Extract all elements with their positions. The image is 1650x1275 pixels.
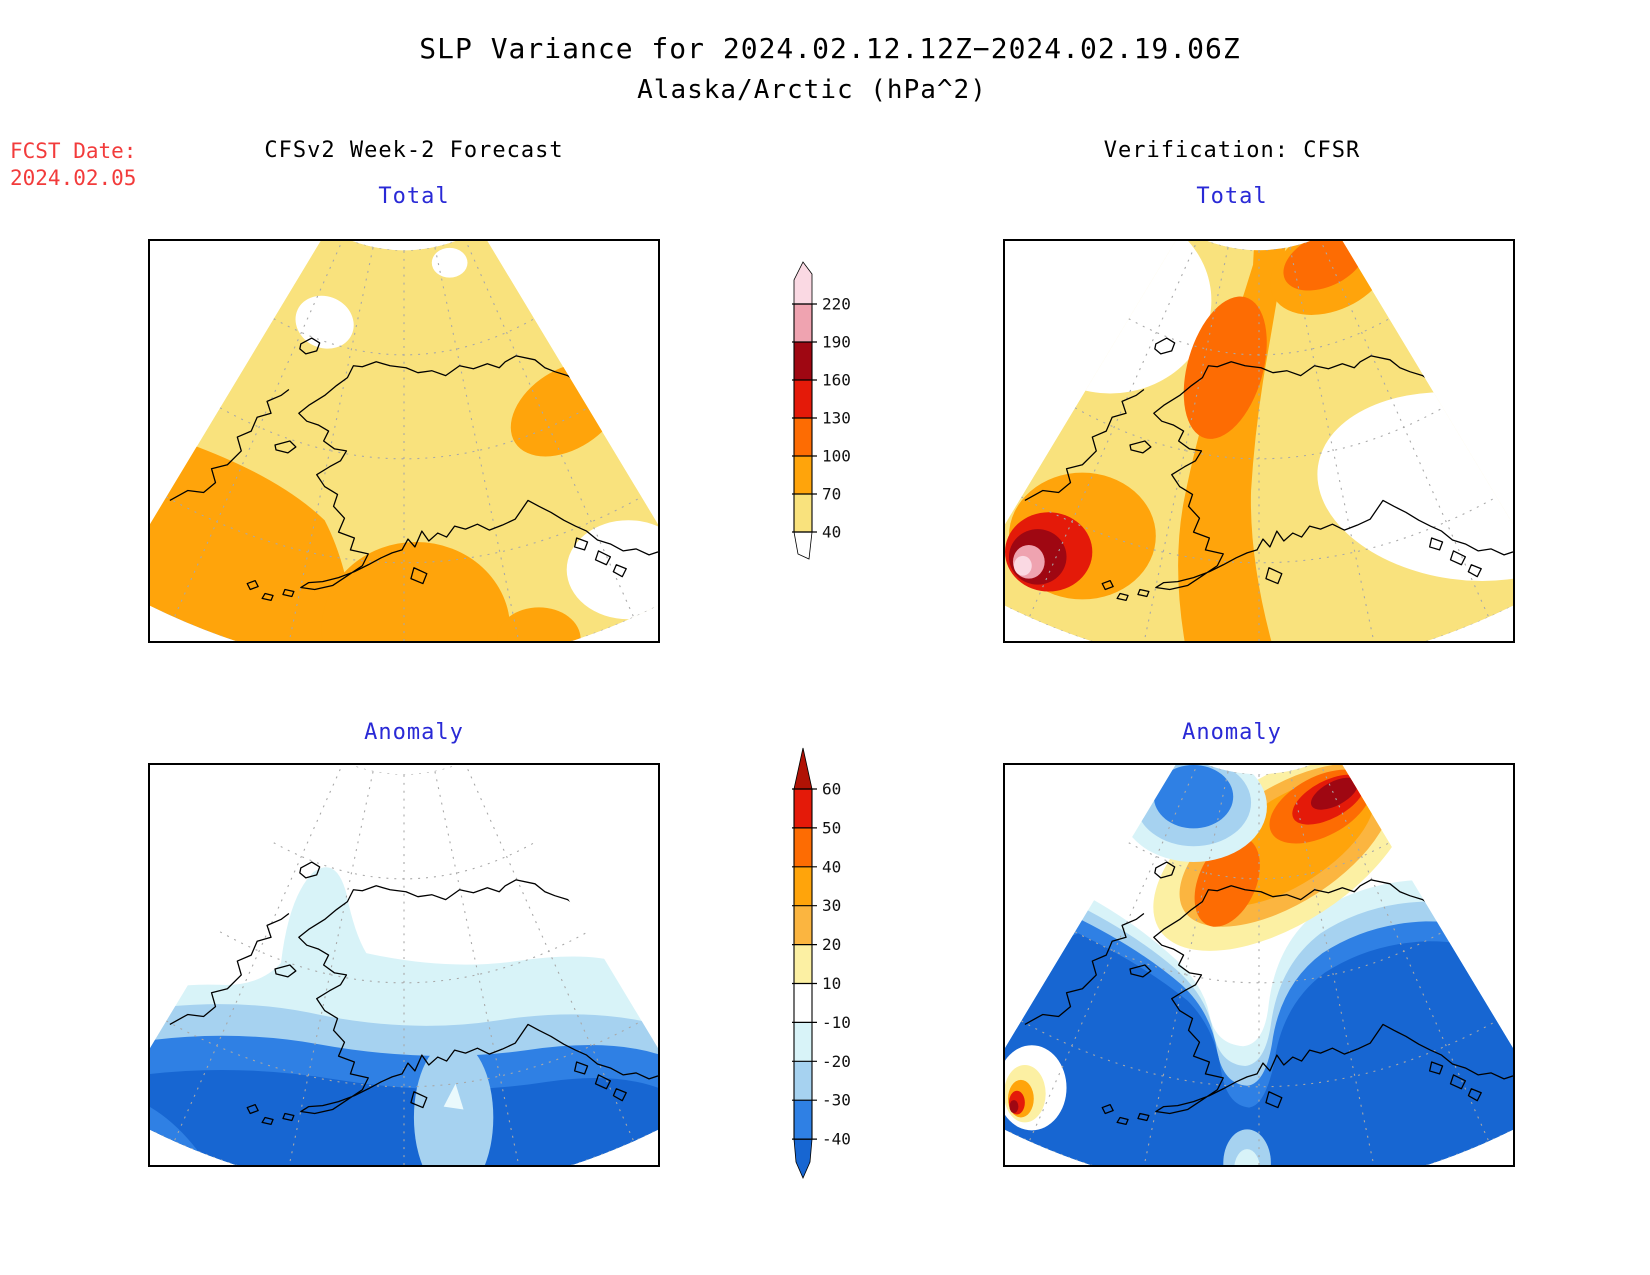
svg-text:20: 20 [822,935,841,954]
colorbar-segment [794,789,812,828]
page-title: SLP Variance for 2024.02.12.12Z−2024.02.… [419,32,1241,65]
colorbar-segment [793,747,813,790]
colorbar-anomaly-ticks: 60 50 40 30 20 10 -10 -20 -30 -40 [792,780,851,1149]
contour-band [1317,392,1513,581]
colorbar-segment [794,1061,812,1101]
colorbar-segment [794,827,812,867]
svg-text:220: 220 [822,295,851,314]
contour-band [295,295,354,349]
contour-band [150,1069,658,1165]
contour-band [1153,765,1234,829]
contour-band [566,520,658,620]
colorbar-segment [794,304,812,342]
contour-band [413,1040,494,1165]
column-header-verification: Verification: CFSR [1103,138,1361,163]
colorbar-segment [794,866,812,906]
panel-label-anomaly-verification: Anomaly [1182,720,1282,745]
svg-text:160: 160 [822,371,851,390]
contour-band [431,247,468,278]
contour-band [1283,241,1366,291]
svg-text:190: 190 [822,333,851,352]
panel-label-anomaly-forecast: Anomaly [364,720,464,745]
contour-band [150,437,357,641]
svg-text:40: 40 [822,857,841,876]
contour-band [321,541,511,641]
colorbar-segment [794,456,812,494]
colorbar-segment [794,418,812,456]
contour-band [497,607,581,641]
contour-band [1310,777,1358,810]
forecast-date: FCST Date: 2024.02.05 [10,138,136,192]
map-panel-forecast-anomaly [148,763,660,1167]
colorbar-total-ticks: 220 190 160 130 100 70 40 [792,295,851,542]
colorbar-segment [794,905,812,945]
map-verification-anomaly [1005,765,1513,1165]
contour-band [1234,1149,1260,1165]
map-forecast-total [150,241,658,641]
colorbar-segment [794,983,812,1023]
svg-text:50: 50 [822,818,841,837]
colorbar-total: 220 190 160 130 100 70 40 [792,261,851,560]
page-subtitle: Alaska/Arctic (hPa^2) [637,75,987,105]
colorbar-segment [794,1100,812,1140]
map-panel-verification-anomaly [1003,763,1515,1167]
colorbar-segment [793,261,813,305]
colorbar-anomaly: 60 50 40 30 20 10 -10 -20 -30 -40 [792,747,851,1179]
forecast-date-value: 2024.02.05 [10,166,137,190]
colorbar-segment [794,380,812,418]
map-forecast-anomaly [150,765,658,1165]
contour-band [443,1083,464,1110]
map-verification-total [1005,241,1513,641]
contour-band [1005,933,1513,1165]
colorbar-segment [794,944,812,984]
svg-text:-20: -20 [822,1052,851,1071]
svg-text:60: 60 [822,780,841,799]
colorbar-segment [793,531,813,560]
svg-text:40: 40 [822,523,841,542]
column-header-forecast: CFSv2 Week-2 Forecast [264,138,564,163]
svg-text:-40: -40 [822,1130,851,1149]
svg-text:130: 130 [822,409,851,428]
colorbar-segment [794,342,812,380]
svg-text:100: 100 [822,447,851,466]
svg-text:10: 10 [822,974,841,993]
contour-band [1013,555,1032,576]
forecast-date-label: FCST Date: [10,139,137,163]
svg-text:70: 70 [822,485,841,504]
colorbar-segment [793,1138,813,1179]
panel-label-total-forecast: Total [378,184,450,209]
colorbar-segment [794,1022,812,1062]
panel-label-total-verification: Total [1196,184,1268,209]
svg-text:-10: -10 [822,1013,851,1032]
contour-band [1183,296,1267,439]
map-panel-verification-total [1003,239,1515,643]
contour-band [1009,1100,1019,1114]
map-panel-forecast-total [148,239,660,643]
svg-text:30: 30 [822,896,841,915]
colorbar-segment [794,494,812,532]
svg-text:-30: -30 [822,1091,851,1110]
